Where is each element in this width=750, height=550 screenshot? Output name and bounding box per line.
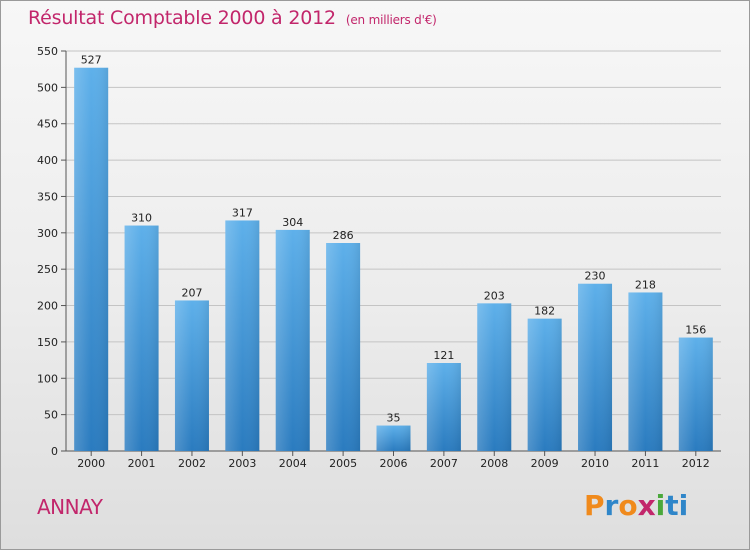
x-tick-label: 2012 (682, 457, 710, 470)
data-label: 310 (131, 212, 152, 225)
y-tick-label: 100 (37, 372, 58, 385)
bar-shade (124, 225, 159, 451)
data-label: 121 (433, 349, 454, 362)
data-label: 203 (484, 289, 505, 302)
town-name: ANNAY (37, 495, 103, 519)
title-text: Résultat Comptable 2000 à 2012 (28, 7, 336, 29)
bar-shade (578, 283, 613, 451)
bar-shade (527, 318, 562, 451)
bars (74, 67, 713, 452)
x-tick-label: 2000 (77, 457, 105, 470)
brand-logo: Proxiti (584, 489, 688, 522)
bar-shade (225, 220, 260, 451)
brand-letter: P (584, 489, 605, 522)
brand-letter: i (678, 489, 689, 522)
bar-shade (275, 229, 310, 451)
y-tick-label: 350 (37, 190, 58, 203)
brand-letter: t (665, 489, 679, 522)
bar-shade (174, 300, 209, 451)
x-tick-label: 2006 (380, 457, 408, 470)
brand-letter: x (637, 489, 656, 522)
data-label: 218 (635, 278, 656, 291)
data-label: 317 (232, 206, 253, 219)
labels: 527 2000 310 2001 207 2002 317 2003 304 2004 286 20… (77, 54, 710, 470)
x-tick-label: 2003 (228, 457, 256, 470)
bar-shade (628, 292, 663, 451)
x-tick-label: 2005 (329, 457, 357, 470)
y-tick-label: 0 (51, 445, 58, 458)
bar-shade (477, 303, 512, 451)
y-tick-label: 200 (37, 300, 58, 313)
data-label: 35 (387, 412, 401, 425)
data-label: 182 (534, 305, 555, 318)
y-tick-label: 400 (37, 154, 58, 167)
chart-subtitle: (en milliers d'€) (345, 13, 437, 27)
x-tick-label: 2008 (480, 457, 508, 470)
y-tick-label: 250 (37, 263, 58, 276)
data-label: 156 (685, 324, 706, 337)
x-tick-label: 2002 (178, 457, 206, 470)
y-tick-label: 300 (37, 227, 58, 240)
data-label: 207 (181, 286, 202, 299)
y-tick-label: 50 (44, 409, 58, 422)
brand-letter: r (604, 489, 619, 522)
bar-shade (74, 67, 109, 452)
data-label: 304 (282, 216, 303, 229)
y-tick-label: 450 (37, 118, 58, 131)
y-tick-label: 150 (37, 336, 58, 349)
brand-letter: o (618, 489, 638, 522)
x-tick-label: 2009 (531, 457, 559, 470)
brand-letter: i (655, 489, 666, 522)
gridlines (66, 50, 721, 452)
y-tick-label: 500 (37, 81, 58, 94)
chart-title: Résultat Comptable 2000 à 2012 (en millie… (28, 7, 437, 29)
data-label: 527 (81, 54, 102, 67)
data-label: 286 (333, 229, 354, 242)
data-label: 230 (585, 270, 606, 283)
x-tick-label: 2007 (430, 457, 458, 470)
x-tick-label: 2004 (279, 457, 307, 470)
bar-shade (326, 243, 361, 451)
x-tick-label: 2001 (128, 457, 156, 470)
bar-shade (426, 363, 461, 451)
bar-shade (376, 425, 411, 451)
x-tick-label: 2010 (581, 457, 609, 470)
bar-shade (678, 337, 713, 451)
x-tick-label: 2011 (631, 457, 659, 470)
y-tick-label: 550 (37, 45, 58, 58)
